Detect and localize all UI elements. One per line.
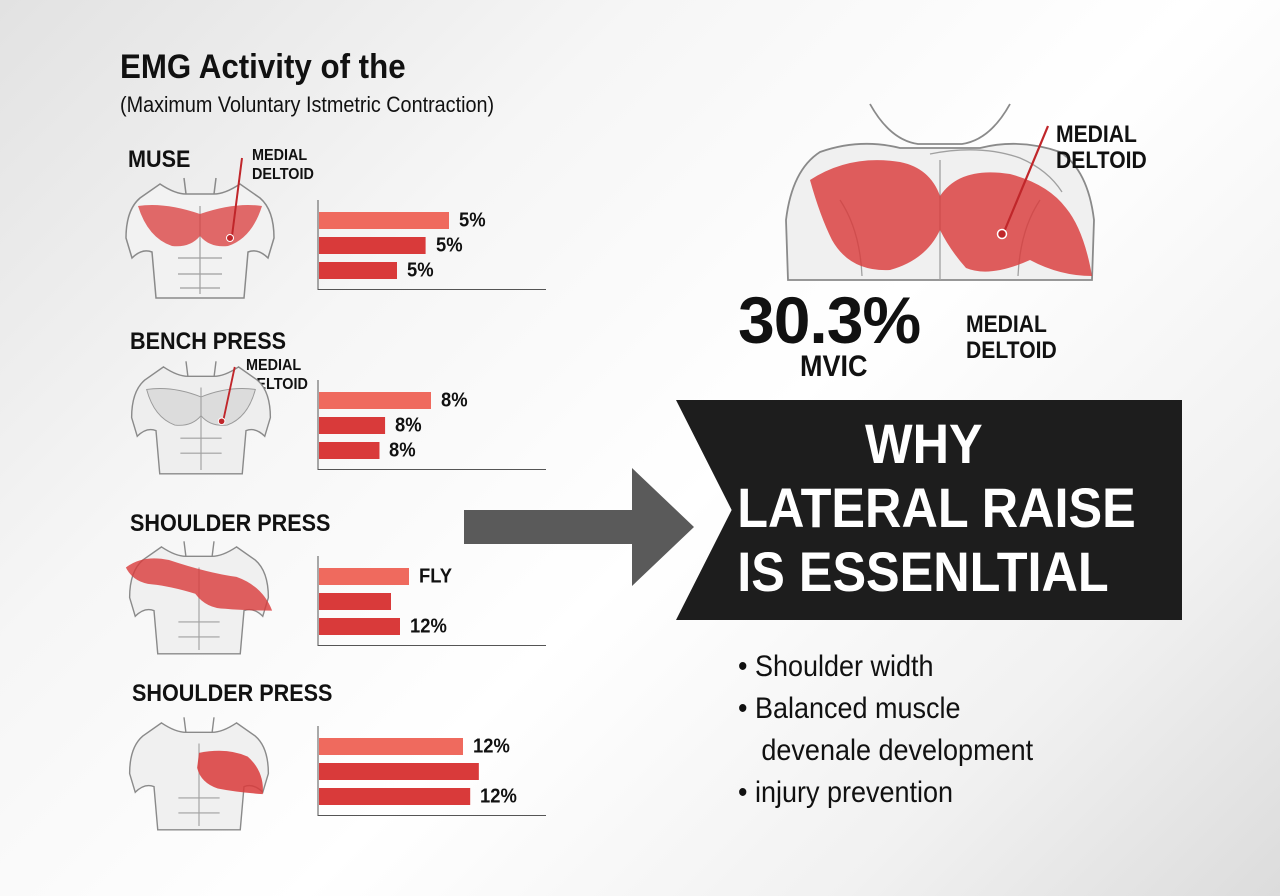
callout-line: MEDIAL [1056,121,1137,148]
bar-label: 12% [473,735,510,757]
exercise-2-bar-chart [317,380,546,470]
exercise-1-name: MUSE [128,146,191,173]
callout-line: MEDIAL [252,147,308,164]
page-title: EMG Activity of the [120,48,406,86]
bar [319,763,479,780]
torso-deltoid-highlight-icon [128,717,270,831]
bar-label: 8% [395,414,422,436]
mvic-unit: MVIC [800,350,868,383]
torso-chest-icon [130,361,272,475]
arrow-right-icon [464,468,694,586]
banner-text: WHY LATERAL RAISE IS ESSENLTIAL [676,412,1216,604]
bar [319,262,397,279]
torso-lateral-raise-icon [785,103,1095,281]
list-item: • injury prevention [738,776,954,809]
bar [319,788,471,805]
list-item: devenale development [738,730,1033,772]
callout-line: MEDIAL [966,311,1047,338]
bar-label: 12% [480,785,518,807]
exercise-1-bar-chart [317,200,546,290]
exercise-1-callout: MEDIAL DELTOID [252,146,314,184]
bar [319,618,400,635]
banner-line-3: IS ESSENLTIAL [737,540,1109,603]
torso-chest-highlight-icon [125,157,275,299]
bar [319,593,391,610]
bar-label: 8% [441,389,468,411]
banner-line-2: LATERAL RAISE [737,476,1136,539]
list-item-text: devenale development [761,734,1034,767]
bar [319,442,380,459]
bar [319,237,426,254]
page-subtitle: (Maximum Voluntary Istmetric Contraction… [120,92,495,117]
torso-shoulder-highlight-icon [125,541,273,655]
bar-label: FLY [419,565,453,587]
bar-label: 5% [435,234,463,256]
benefits-list: • Shoulder width • Balanced muscle deven… [738,646,1066,814]
exercise-3-bar-chart [317,556,546,646]
bar-label: 5% [407,259,434,281]
list-item-text: Balanced muscle [754,692,961,725]
callout-line: MEDIAL [246,357,302,374]
list-item-text: injury prevention [754,776,954,809]
side-callout: MEDIAL DELTOID [966,312,1057,364]
bar [319,212,449,229]
bar [319,392,431,409]
exercise-4-bar-chart [317,726,546,816]
bar-label: 12% [410,615,447,637]
top-callout: MEDIAL DELTOID [1056,122,1147,174]
exercise-3-name: SHOULDER PRESS [130,510,331,537]
list-item: • Shoulder width [738,650,934,683]
callout-line: DELTOID [966,337,1057,364]
mvic-value: 30.3% [738,283,921,357]
bar [319,417,386,434]
exercise-2-name: BENCH PRESS [130,328,287,355]
list-item-text: Shoulder width [754,650,934,683]
bar [319,738,463,755]
bar [319,568,409,585]
callout-line: DELTOID [1056,147,1147,174]
banner-background [676,400,1182,620]
list-item: • Balanced muscle [738,692,961,725]
banner-line-1: WHY [865,412,983,475]
exercise-4-name: SHOULDER PRESS [132,680,333,707]
bar-label: 5% [459,209,486,231]
bar-label: 8% [389,439,417,461]
callout-line: DELTOID [252,166,314,183]
